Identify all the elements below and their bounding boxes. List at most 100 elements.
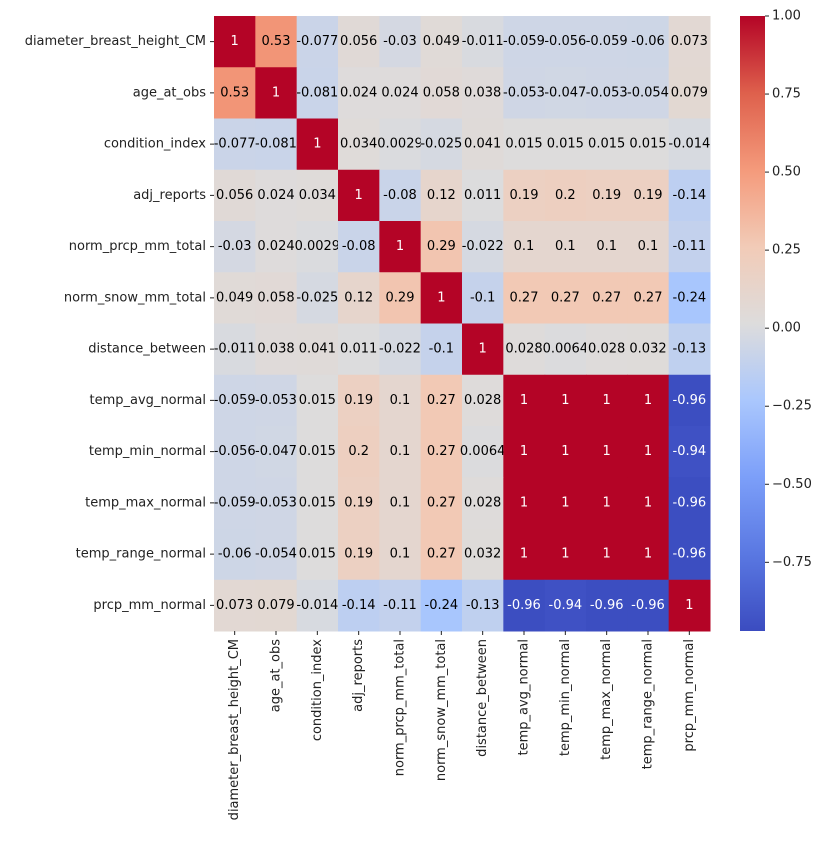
heatmap-cell — [214, 426, 256, 478]
cell-label: 0.1 — [390, 495, 411, 510]
cell-label: 0.2 — [555, 188, 576, 203]
cell-label: -0.08 — [383, 188, 417, 203]
cell-label: -0.06 — [218, 547, 252, 562]
heatmap-cell — [668, 528, 711, 581]
cell-label: 0.028 — [464, 495, 501, 510]
heatmap-cell — [627, 477, 670, 529]
heatmap-cell — [296, 221, 339, 273]
heatmap-cell — [462, 477, 504, 529]
heatmap-cell — [503, 477, 546, 529]
cell-label: -0.14 — [673, 188, 707, 203]
heatmap-cell — [544, 272, 587, 324]
cell-label: 0.27 — [427, 495, 456, 510]
heatmap-cell — [503, 426, 546, 478]
x-tick-label: temp_avg_normal — [517, 639, 532, 755]
cell-label: 0.0064 — [460, 444, 506, 459]
heatmap-cell — [420, 323, 463, 376]
heatmap-cell — [668, 477, 711, 529]
cell-label: 0.011 — [464, 188, 501, 203]
heatmap-cell — [462, 528, 504, 581]
heatmap-cell — [503, 67, 546, 119]
heatmap-cell — [255, 169, 298, 222]
colorbar-tick-label: 0.50 — [772, 165, 801, 180]
cell-label: 1 — [644, 495, 652, 510]
heatmap-cell — [379, 323, 422, 376]
heatmap-cell — [420, 579, 463, 632]
heatmap-cell — [379, 528, 422, 581]
heatmap-cell — [338, 323, 380, 376]
heatmap-cell — [420, 16, 463, 68]
heatmap-cell — [338, 528, 380, 581]
cell-label: 0.056 — [340, 34, 377, 49]
cell-label: -0.054 — [627, 85, 669, 100]
cell-label: 0.079 — [671, 85, 708, 100]
x-tick-label: temp_range_normal — [641, 639, 656, 769]
heatmap-cell — [214, 16, 256, 68]
heatmap-cell — [627, 323, 670, 376]
cell-label: 0.53 — [220, 85, 249, 100]
colorbar-tick-label: −0.25 — [772, 399, 812, 414]
cell-label: 0.015 — [588, 137, 625, 152]
cell-label: 0.27 — [592, 290, 621, 305]
heatmap-cell — [214, 67, 256, 119]
heatmap-cell — [586, 221, 628, 273]
heatmap-cell — [462, 374, 504, 427]
cell-label: 0.073 — [216, 598, 253, 613]
heatmap-cell — [544, 169, 587, 222]
cell-label: 0.19 — [344, 393, 373, 408]
heatmap-cell — [296, 169, 339, 222]
cell-label: -0.053 — [503, 85, 545, 100]
cell-label: -0.96 — [507, 598, 541, 613]
cell-label: 0.1 — [555, 239, 576, 254]
heatmap-cell — [255, 477, 298, 529]
heatmap-cell — [668, 169, 711, 222]
cell-label: 0.041 — [464, 137, 501, 152]
cell-label: -0.014 — [668, 137, 710, 152]
x-tick-label: temp_max_normal — [599, 639, 614, 760]
heatmap-cell — [296, 579, 339, 632]
cell-label: -0.96 — [673, 393, 707, 408]
cell-label: 0.1 — [596, 239, 617, 254]
heatmap-cell — [462, 272, 504, 324]
cell-label: -0.08 — [342, 239, 376, 254]
cell-label: 1 — [437, 290, 445, 305]
heatmap-cell — [627, 118, 670, 171]
cell-label: 1 — [603, 393, 611, 408]
heatmap-cell — [338, 374, 380, 427]
cell-label: 0.0029 — [295, 239, 341, 254]
heatmap-cell — [668, 272, 711, 324]
heatmap-cell — [296, 477, 339, 529]
cell-label: 1 — [603, 547, 611, 562]
colorbar-tick-label: 0.00 — [772, 321, 801, 336]
heatmap-cell — [462, 118, 504, 171]
y-tick-label: temp_avg_normal — [90, 393, 206, 408]
colorbar-tick-label: 1.00 — [772, 9, 801, 24]
heatmap-cell — [214, 374, 256, 427]
cell-label: 0.028 — [505, 342, 542, 357]
heatmap-cell — [255, 221, 298, 273]
cell-label: 1 — [644, 547, 652, 562]
heatmap-cell — [255, 16, 298, 68]
heatmap-cell — [544, 67, 587, 119]
cell-label: 0.29 — [386, 290, 415, 305]
heatmap-cell — [462, 221, 504, 273]
cell-label: -0.059 — [214, 393, 256, 408]
heatmap-cell — [379, 118, 422, 171]
cell-label: 0.12 — [427, 188, 456, 203]
cell-label: -0.96 — [590, 598, 624, 613]
cell-label: -0.047 — [255, 444, 297, 459]
cell-label: 0.032 — [464, 547, 501, 562]
x-tick-label: condition_index — [310, 639, 325, 741]
heatmap-cell — [296, 67, 339, 119]
colorbar — [740, 16, 765, 631]
cell-label: -0.1 — [470, 290, 495, 305]
cell-label: 0.015 — [299, 495, 336, 510]
cell-label: 1 — [520, 547, 528, 562]
heatmap-cell — [586, 477, 628, 529]
cell-label: 0.015 — [299, 547, 336, 562]
heatmap-cell — [214, 579, 256, 632]
cell-label: 0.038 — [257, 342, 294, 357]
heatmap-cell — [668, 323, 711, 376]
cell-label: 1 — [396, 239, 404, 254]
